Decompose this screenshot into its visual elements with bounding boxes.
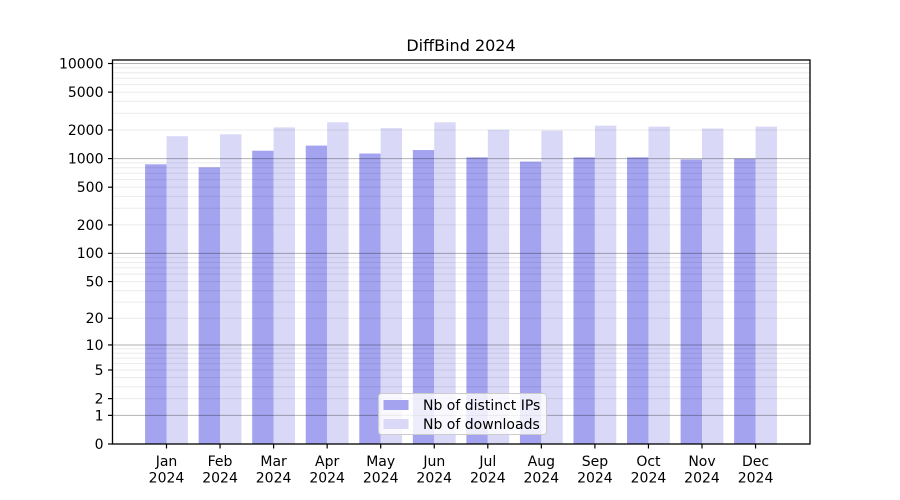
x-tick-label-jun: Jun [422,454,445,470]
x-tick-label-may: May [366,454,395,470]
bar-nb-of-downloads-jun [434,122,456,445]
y-tick-label-0: 0 [95,437,104,453]
bar-nb-of-distinct-ips-jan [145,164,167,445]
x-tick-year-jan: 2024 [149,470,185,486]
bar-nb-of-downloads-dec [755,126,777,444]
chart-title: DiffBind 2024 [406,36,516,55]
x-tick-year-sep: 2024 [577,470,613,486]
x-tick-label-jan: Jan [155,454,178,470]
y-tick-label-2: 2 [95,392,104,408]
x-tick-year-aug: 2024 [524,470,560,486]
bar-nb-of-distinct-ips-apr [305,145,328,445]
y-tick-label-5000: 5000 [68,85,104,101]
x-tick-year-feb: 2024 [202,470,238,486]
y-tick-label-500: 500 [77,180,104,196]
y-tick-label-100: 100 [77,246,104,262]
y-tick-label-5: 5 [95,363,104,379]
bar-nb-of-distinct-ips-nov [680,159,702,444]
bar-nb-of-downloads-jul [487,129,510,444]
bar-nb-of-distinct-ips-aug [519,161,542,444]
bar-nb-of-downloads-mar [273,127,295,444]
x-tick-label-oct: Oct [636,454,661,470]
x-tick-year-dec: 2024 [738,470,774,486]
x-tick-year-jun: 2024 [416,470,452,486]
y-tick-label-1000: 1000 [68,151,104,167]
plot-border [111,59,811,445]
bar-nb-of-distinct-ips-jul [466,157,488,444]
legend-label-nb-of-distinct-ips: Nb of distinct IPs [423,398,540,414]
bar-nb-of-distinct-ips-dec [734,158,756,445]
legend-swatch-nb-of-downloads [383,419,409,429]
x-tick-label-nov: Nov [688,454,715,470]
y-tick-label-50: 50 [86,274,104,290]
y-tick-label-2000: 2000 [68,123,104,139]
x-tick-label-sep: Sep [582,454,609,470]
y-tick-label-10: 10 [86,338,104,354]
x-tick-year-nov: 2024 [684,470,720,486]
legend-swatch-nb-of-distinct-ips [383,400,409,410]
x-tick-year-apr: 2024 [309,470,345,486]
bar-nb-of-distinct-ips-jun [412,150,435,444]
x-tick-label-aug: Aug [528,454,555,470]
x-tick-label-dec: Dec [742,454,769,470]
bar-nb-of-downloads-aug [541,130,563,444]
bar-nb-of-distinct-ips-sep [573,157,595,444]
bar-nb-of-downloads-sep [594,125,617,444]
bar-nb-of-distinct-ips-oct [627,157,649,444]
bar-nb-of-downloads-oct [648,126,670,444]
x-tick-year-oct: 2024 [631,470,667,486]
bar-nb-of-downloads-apr [327,122,349,445]
x-tick-label-mar: Mar [260,454,287,470]
bar-nb-of-downloads-nov [702,128,724,444]
x-tick-year-jul: 2024 [470,470,506,486]
bar-nb-of-distinct-ips-may [359,153,381,444]
y-tick-label-200: 200 [77,218,104,234]
bar-nb-of-distinct-ips-mar [252,150,274,444]
x-tick-year-may: 2024 [363,470,399,486]
bar-nb-of-distinct-ips-feb [198,167,221,444]
y-tick-label-20: 20 [86,311,104,327]
x-tick-year-mar: 2024 [256,470,292,486]
x-tick-label-apr: Apr [315,454,339,470]
x-tick-label-feb: Feb [208,454,233,470]
y-tick-label-1: 1 [95,408,104,424]
legend-label-nb-of-downloads: Nb of downloads [423,417,540,433]
bar-nb-of-downloads-may [380,128,403,444]
x-tick-label-jul: Jul [478,454,496,470]
legend [378,393,547,435]
y-tick-label-10000: 10000 [59,56,104,72]
bar-nb-of-downloads-jan [166,136,188,444]
bar-nb-of-downloads-feb [220,134,242,444]
